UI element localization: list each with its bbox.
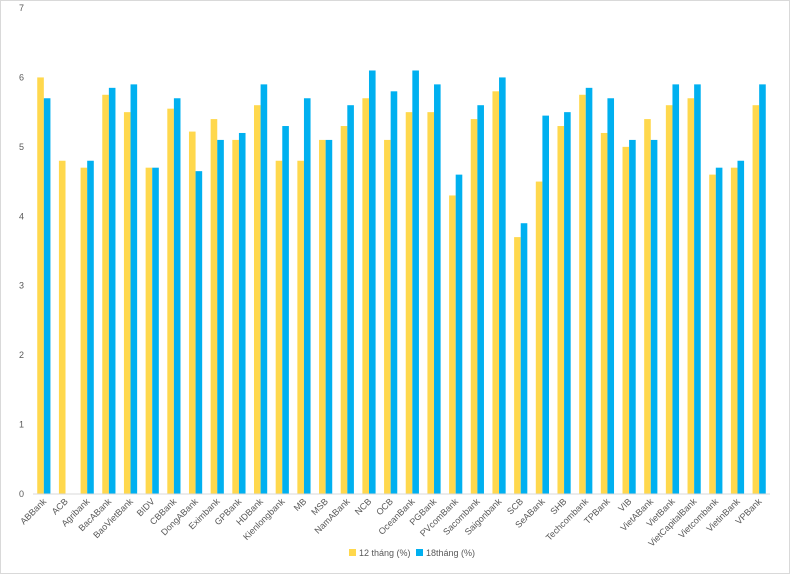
bar-18-thang-bacabank	[108, 87, 116, 494]
bar-12-thang-dongabank	[188, 131, 196, 494]
bar-18-thang-vpbank	[759, 84, 766, 494]
bar-18-thang-vietcapitalbank	[694, 84, 701, 494]
bar-12-thang-shb	[557, 126, 565, 495]
legend-label-12-thang: 12 tháng (%)	[359, 548, 411, 558]
bar-18-thang-techcombank	[585, 87, 593, 494]
bar-12-thang-eximbank	[210, 119, 218, 494]
bar-12-thang-gpbank	[232, 139, 239, 494]
bar-12-thang-saigonbank	[492, 91, 500, 495]
bar-18-thang-shb	[564, 112, 571, 495]
x-tick-label: MB	[292, 496, 309, 513]
y-tick-label: 4	[19, 211, 24, 221]
bar-12-thang-bacabank	[102, 94, 109, 495]
bar-12-thang-vietbank	[665, 105, 673, 494]
bar-12-thang-acb	[58, 160, 66, 494]
bar-12-thang-hdbank	[254, 105, 261, 494]
bar-18-thang-kienlongbank	[282, 126, 289, 495]
bar-18-thang-saigonbank	[499, 77, 506, 494]
bar-18-thang-sacombank	[477, 105, 484, 494]
bars	[37, 70, 766, 495]
bar-18-thang-abbank	[43, 98, 51, 494]
bar-18-thang-agribank	[87, 160, 94, 494]
bar-12-thang-vietinbank	[730, 167, 738, 494]
y-axis: 0 1 2 3 4 5 6 7	[19, 3, 24, 499]
bar-12-thang-pgbank	[427, 112, 435, 495]
bar-18-thang-vietinbank	[737, 160, 745, 494]
bar-18-thang-pgbank	[434, 84, 441, 494]
bar-12-thang-vib	[622, 146, 630, 494]
y-tick-label: 3	[19, 281, 24, 291]
bar-18-thang-namabank	[347, 105, 354, 494]
bar-18-thang-pvcombank	[455, 174, 463, 494]
bar-18-thang-hdbank	[260, 84, 268, 494]
bar-12-thang-vietabank	[644, 119, 651, 494]
bar-12-thang-kienlongbank	[275, 160, 283, 494]
bar-12-thang-baovietbank	[123, 112, 131, 495]
bar-18-thang-vietabank	[650, 139, 658, 494]
bar-12-thang-seabank	[535, 181, 543, 495]
legend: 12 tháng (%) 18tháng (%)	[349, 548, 475, 558]
bar-12-thang-pvcombank	[449, 195, 456, 494]
y-tick-label: 1	[19, 420, 24, 430]
y-tick-label: 2	[19, 350, 24, 360]
y-tick-label: 5	[19, 142, 24, 152]
bar-12-thang-oceanbank	[405, 112, 413, 495]
bar-18-thang-msb	[325, 139, 333, 494]
bar-12-thang-bidv	[145, 167, 153, 494]
bar-18-thang-dongabank	[195, 171, 203, 494]
bar-18-thang-seabank	[542, 115, 549, 494]
bar-12-thang-ocb	[384, 139, 391, 494]
bar-12-thang-abbank	[37, 77, 44, 494]
bar-12-thang-ncb	[362, 98, 369, 494]
bar-18-thang-vietcombank	[715, 167, 723, 494]
bar-18-thang-eximbank	[217, 139, 224, 494]
bar-12-thang-cbbank	[167, 108, 174, 495]
bar-18-thang-cbbank	[173, 98, 181, 494]
bar-12-thang-vietcombank	[709, 174, 716, 494]
bar-18-thang-vietbank	[672, 84, 680, 494]
bar-12-thang-namabank	[340, 126, 348, 495]
x-tick-label: VIB	[616, 496, 633, 513]
bar-18-thang-mb	[303, 98, 311, 494]
bar-12-thang-tpbank	[600, 132, 608, 494]
bar-18-thang-baovietbank	[130, 84, 138, 494]
bar-12-thang-mb	[297, 160, 304, 494]
x-tick-label: ABBank	[18, 496, 48, 526]
y-tick-label: 7	[19, 3, 24, 13]
bar-12-thang-techcombank	[579, 94, 586, 495]
bar-18-thang-tpbank	[607, 98, 615, 494]
bar-18-thang-gpbank	[238, 132, 246, 494]
bar-18-thang-scb	[520, 223, 528, 494]
bar-12-thang-scb	[514, 237, 521, 494]
x-tick-label: NCB	[353, 496, 374, 517]
bar-18-thang-oceanbank	[412, 70, 419, 494]
bar-12-thang-agribank	[80, 167, 88, 494]
bar-12-thang-msb	[319, 139, 326, 494]
y-tick-label: 0	[19, 489, 24, 499]
bar-12-thang-vpbank	[752, 105, 760, 494]
bar-18-thang-bidv	[152, 167, 159, 494]
bar-18-thang-ocb	[390, 91, 398, 495]
legend-label-18-thang: 18tháng (%)	[426, 548, 475, 558]
bar-12-thang-vietcapitalbank	[687, 98, 695, 494]
y-tick-label: 6	[19, 72, 24, 82]
bar-12-thang-sacombank	[470, 119, 478, 494]
bar-18-thang-vib	[629, 139, 636, 494]
legend-swatch-12-thang	[349, 549, 356, 556]
bar-18-thang-ncb	[368, 70, 376, 494]
legend-swatch-18-thang	[416, 549, 423, 556]
